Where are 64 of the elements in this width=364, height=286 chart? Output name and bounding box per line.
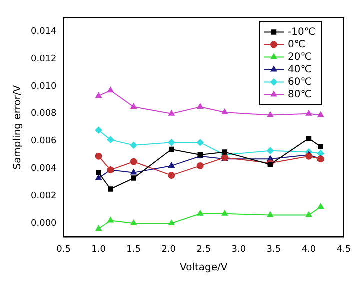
legend-label: -10℃	[288, 26, 316, 38]
point	[168, 172, 176, 180]
legend-label: 20℃	[288, 52, 312, 63]
point	[196, 139, 204, 146]
point	[96, 92, 102, 98]
point	[96, 225, 102, 231]
legend-label: 60℃	[288, 76, 312, 88]
point	[197, 210, 204, 216]
point	[130, 158, 138, 166]
point	[108, 87, 114, 93]
x-tick-label: 1.5	[126, 244, 141, 255]
x-tick-label: 0.5	[56, 244, 71, 255]
x-tick-label: 4.5	[336, 244, 352, 255]
point	[306, 110, 312, 116]
point	[96, 170, 102, 176]
point	[108, 186, 114, 192]
point	[222, 150, 228, 155]
y-tick-label: 0.000	[31, 218, 58, 229]
y-tick-label: 0.012	[31, 54, 57, 64]
point	[169, 146, 174, 152]
x-tick-label: 2.5	[196, 244, 212, 255]
x-tick-label: 4.0	[302, 244, 316, 255]
point	[168, 139, 176, 146]
x-tick-label: 3.0	[232, 244, 246, 255]
point	[197, 104, 204, 110]
y-axis-title: Sampling error/V	[12, 85, 24, 170]
y-tick-label: 0.004	[31, 164, 58, 174]
point	[305, 152, 312, 160]
point	[95, 152, 102, 160]
x-tick-label: 2.0	[162, 244, 176, 255]
point	[266, 147, 274, 154]
legend-label: 0℃	[288, 39, 306, 50]
point	[267, 112, 274, 118]
point	[130, 104, 137, 110]
point	[130, 142, 138, 149]
point	[267, 212, 274, 218]
y-tick-label: 0.006	[31, 136, 58, 147]
point	[222, 210, 228, 216]
point	[318, 144, 324, 150]
point	[131, 176, 136, 181]
y-tick-label: 0.010	[31, 82, 58, 92]
legend-label: 80℃	[288, 89, 312, 100]
point	[196, 162, 204, 170]
x-tick-label: 3.5	[266, 244, 282, 255]
point	[168, 220, 175, 226]
point	[318, 204, 324, 210]
point	[306, 136, 312, 142]
point	[130, 169, 137, 175]
point	[130, 220, 137, 226]
point	[95, 126, 102, 134]
y-tick-label: 0.002	[31, 191, 57, 202]
point	[306, 212, 312, 218]
point	[108, 217, 114, 223]
point	[222, 109, 228, 115]
point	[96, 174, 102, 180]
legend-label: 40℃	[288, 64, 312, 76]
point	[168, 162, 175, 168]
point	[107, 136, 114, 144]
y-tick-label: 0.008	[31, 109, 58, 120]
y-tick-label: 0.014	[31, 27, 58, 38]
point	[318, 112, 324, 118]
x-tick-label: 1.0	[92, 244, 106, 255]
point	[168, 110, 175, 116]
x-axis-title: Voltage/V	[180, 262, 228, 274]
